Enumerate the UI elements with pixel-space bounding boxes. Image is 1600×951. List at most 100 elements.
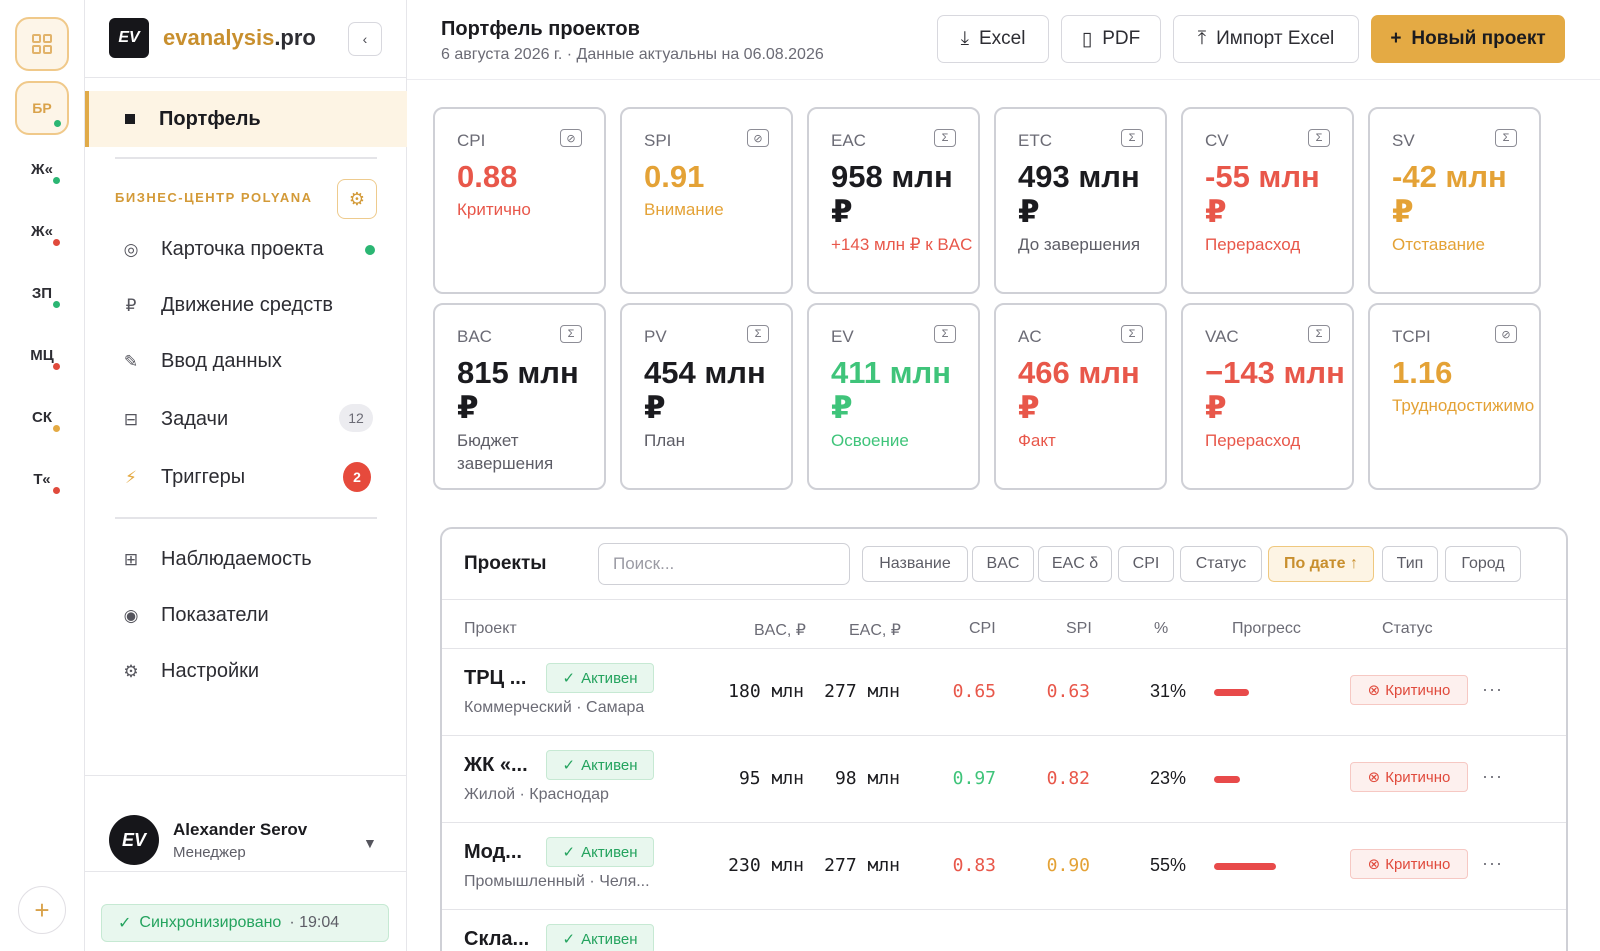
- metric-card-spi[interactable]: SPI ⊘ 0.91 Внимание: [620, 107, 793, 294]
- sort-chip[interactable]: BAC: [972, 546, 1034, 582]
- sort-chip[interactable]: Статус: [1180, 546, 1262, 582]
- divider: [85, 871, 407, 872]
- x-circle-icon: ⊗: [1367, 769, 1381, 786]
- sidebar-item-label: Ввод данных: [161, 350, 282, 372]
- plus-icon: +: [34, 894, 50, 925]
- metric-card-tcpi[interactable]: TCPI ⊘ 1.16 Труднодостижимо: [1368, 303, 1541, 490]
- metric-card-cpi[interactable]: CPI ⊘ 0.88 Критично: [433, 107, 606, 294]
- metric-card-pv[interactable]: PV Σ 454 млн ₽ План: [620, 303, 793, 490]
- metric-card-etc[interactable]: ETC Σ 493 млн ₽ До завершения: [994, 107, 1167, 294]
- sidebar-item-cashflow[interactable]: ₽ Движение средств: [121, 294, 333, 317]
- column-header[interactable]: BAC, ₽: [754, 622, 806, 639]
- sidebar-item-portfolio[interactable]: Портфель: [85, 91, 407, 147]
- status-dot: [53, 425, 60, 432]
- sidebar-item-project-card[interactable]: ◎ Карточка проекта: [121, 238, 324, 261]
- sigma-icon: Σ: [1121, 325, 1143, 343]
- metric-card-cv[interactable]: CV Σ -55 млн ₽ Перерасход: [1181, 107, 1354, 294]
- export-excel-button[interactable]: ⤓ Excel: [937, 15, 1049, 63]
- grid-icon[interactable]: [15, 17, 69, 71]
- rail-project-active[interactable]: БР: [15, 81, 69, 135]
- divider: [442, 909, 1566, 910]
- divider: [442, 822, 1566, 823]
- add-project-button[interactable]: +: [18, 886, 66, 934]
- export-pdf-button[interactable]: ▯ PDF: [1061, 15, 1161, 63]
- metric-card-ev[interactable]: EV Σ 411 млн ₽ Освоение: [807, 303, 980, 490]
- status-badge: ⊗ Критично: [1350, 849, 1468, 879]
- metric-label: SPI: [644, 131, 672, 150]
- metric-label: BAC: [457, 327, 492, 346]
- sort-chip[interactable]: По дате ↑: [1268, 546, 1374, 582]
- sigma-icon: Σ: [1495, 129, 1517, 147]
- user-menu[interactable]: EV Alexander Serov Менеджер: [109, 815, 307, 865]
- metric-value: -42 млн ₽: [1392, 159, 1507, 229]
- sidebar-item-tasks[interactable]: ⊟ Задачи: [121, 408, 228, 431]
- metric-value: 466 млн ₽: [1018, 355, 1140, 425]
- sidebar-item-observability[interactable]: ⊞ Наблюдаемость: [121, 548, 312, 571]
- metric-card-vac[interactable]: VAC Σ −143 млн ₽ Перерасход: [1181, 303, 1354, 490]
- column-header[interactable]: CPI: [969, 620, 996, 637]
- sort-chip[interactable]: Тип: [1382, 546, 1438, 582]
- more-actions-button[interactable]: ···: [1482, 766, 1503, 786]
- search-input[interactable]: [598, 543, 850, 585]
- spi-value: 0.63: [1046, 681, 1090, 702]
- percent-value: 31%: [1149, 681, 1186, 701]
- sidebar-item-settings[interactable]: ⚙ Настройки: [121, 660, 259, 683]
- status-label: Критично: [1385, 768, 1451, 786]
- table-row[interactable]: Скла... ✓ Активен: [442, 910, 1566, 951]
- table-row[interactable]: ТРЦ ... ✓ Активен Коммерческий · Самара 180 …: [442, 649, 1566, 736]
- eac-value: 98 млн: [834, 768, 900, 789]
- more-actions-button[interactable]: ···: [1482, 679, 1503, 699]
- rail-project-label: МЦ: [30, 346, 54, 364]
- project-name: Мод...: [464, 841, 522, 863]
- sidebar-item-label: Портфель: [159, 107, 261, 130]
- sidebar-item-triggers[interactable]: ⚡ Триггеры: [121, 466, 245, 489]
- metric-card-ac[interactable]: AC Σ 466 млн ₽ Факт: [994, 303, 1167, 490]
- caret-down-icon[interactable]: ▼: [363, 835, 377, 851]
- metric-label: EAC: [831, 131, 866, 150]
- import-excel-button[interactable]: ⤒ Импорт Excel: [1173, 15, 1359, 63]
- sort-chip[interactable]: EAC δ: [1038, 546, 1112, 582]
- rail-project[interactable]: СК: [20, 402, 64, 432]
- table-row[interactable]: Мод... ✓ Активен Промышленный · Челя... 230 …: [442, 823, 1566, 910]
- rail-project[interactable]: Т«: [20, 464, 64, 494]
- x-circle-icon: ⊗: [1367, 682, 1381, 699]
- project-settings-button[interactable]: ⚙: [337, 179, 377, 219]
- sort-chip[interactable]: Город: [1445, 546, 1521, 582]
- sidebar-item-label: Движение средств: [161, 294, 334, 316]
- metric-card-eac[interactable]: EAC Σ 958 млн ₽ +143 млн ₽ к BAC: [807, 107, 980, 294]
- column-header[interactable]: Статус: [1382, 620, 1433, 637]
- sort-chip[interactable]: CPI: [1118, 546, 1174, 582]
- column-header[interactable]: Прогресс: [1232, 620, 1301, 637]
- table-row[interactable]: ЖК «... ✓ Активен Жилой · Краснодар 95 млн 98…: [442, 736, 1566, 823]
- status-label: Критично: [1385, 681, 1451, 699]
- rail-project[interactable]: ЗП: [20, 278, 64, 308]
- sync-status: ✓ Синхронизировано · 19:04: [101, 904, 389, 942]
- brand[interactable]: EV evanalysis.pro: [109, 18, 316, 58]
- new-project-button[interactable]: + Новый проект: [1371, 15, 1565, 63]
- rail-project[interactable]: МЦ: [20, 340, 64, 370]
- status-tag: ✓ Активен: [546, 663, 654, 693]
- metric-note: Отставание: [1392, 235, 1486, 254]
- check-icon: ✓: [562, 931, 576, 948]
- metric-card-sv[interactable]: SV Σ -42 млн ₽ Отставание: [1368, 107, 1541, 294]
- status-dot: [53, 239, 60, 246]
- sidebar-item-data-entry[interactable]: ✎ Ввод данных: [121, 350, 282, 373]
- column-header[interactable]: Проект: [464, 620, 517, 637]
- panel-title: Проекты: [464, 553, 547, 574]
- rail-project[interactable]: Ж«: [20, 216, 64, 246]
- spi-value: 0.90: [1046, 855, 1090, 876]
- rail-project[interactable]: Ж«: [20, 154, 64, 184]
- column-header[interactable]: %: [1154, 620, 1169, 637]
- sort-chip[interactable]: Название: [862, 546, 968, 582]
- collapse-sidebar-button[interactable]: ‹: [348, 22, 382, 56]
- metric-card-bac[interactable]: BAC Σ 815 млн ₽ Бюджет завершения: [433, 303, 606, 490]
- column-header[interactable]: SPI: [1066, 620, 1092, 637]
- metric-label: SV: [1392, 131, 1415, 150]
- rail-project-label: СК: [32, 408, 52, 426]
- page-title: Портфель проектов: [441, 18, 640, 40]
- sidebar-item-metrics[interactable]: ◉ Показатели: [121, 604, 269, 627]
- status-dot: [53, 487, 60, 494]
- column-header[interactable]: EAC, ₽: [849, 622, 901, 639]
- project-meta: Промышленный · Челя...: [464, 873, 650, 890]
- more-actions-button[interactable]: ···: [1482, 853, 1503, 873]
